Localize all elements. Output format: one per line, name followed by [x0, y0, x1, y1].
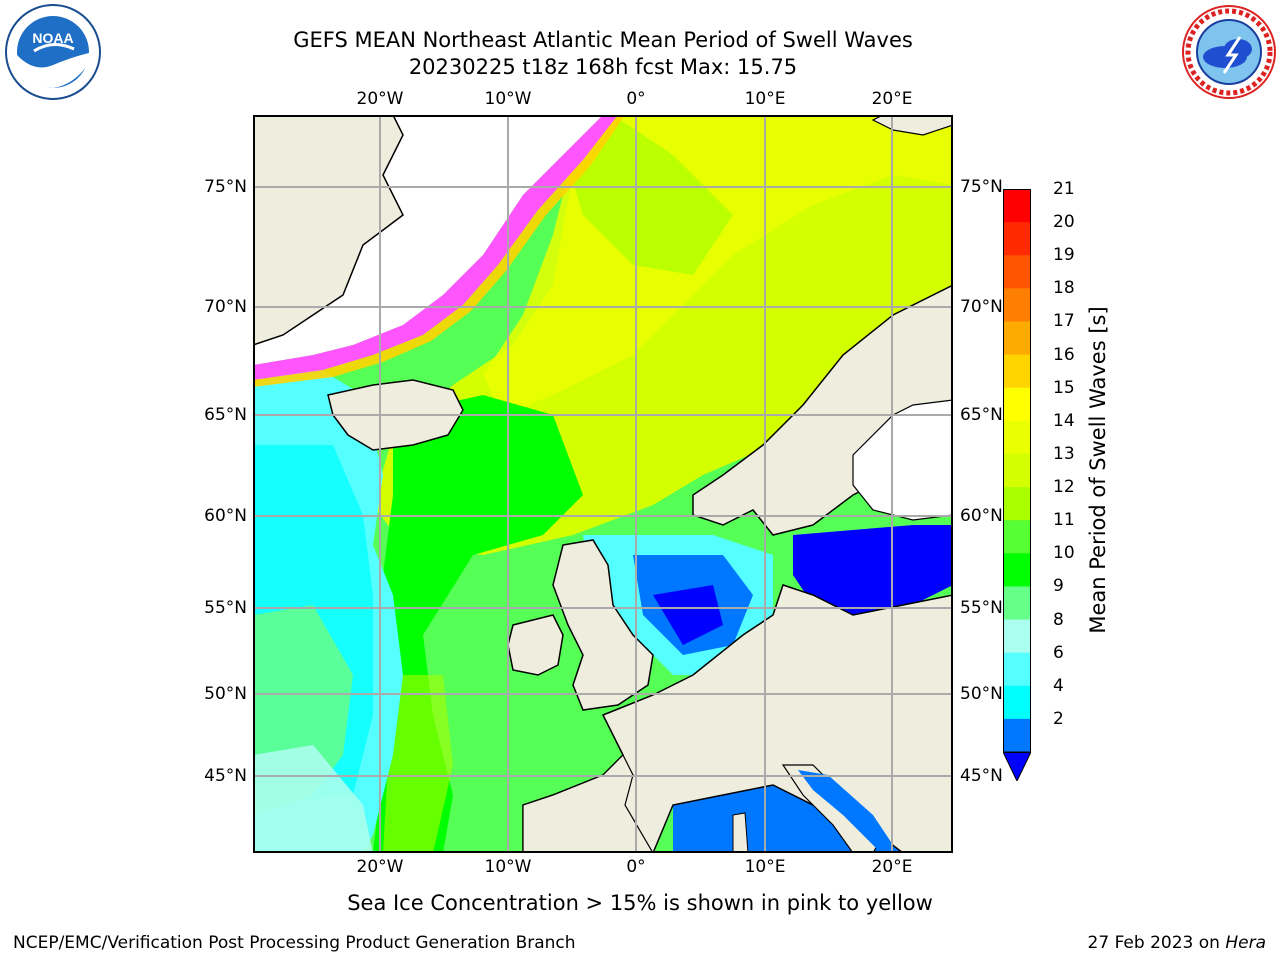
colorbar-tick-label: 14	[1053, 410, 1075, 431]
colorbar-tick-label: 11	[1053, 510, 1075, 531]
lon-label: 10°W	[484, 89, 532, 109]
colorbar-band	[1003, 387, 1031, 422]
colorbar-band	[1003, 619, 1031, 654]
lon-label-bottom: 0°	[626, 857, 646, 877]
colorbar-band	[1003, 222, 1031, 256]
colorbar-band	[1003, 255, 1031, 289]
colorbar-band	[1003, 354, 1031, 389]
lat-label-right: 55°N	[960, 598, 1003, 618]
colorbar-band	[1003, 487, 1031, 521]
colorbar-band	[1003, 553, 1031, 587]
swell-period-map	[253, 115, 953, 853]
lat-label: 50°N	[204, 684, 247, 704]
colorbar-band	[1003, 453, 1031, 488]
lat-label: 75°N	[204, 177, 247, 197]
sea-ice-edge	[253, 115, 618, 380]
lon-label: 0°	[626, 89, 646, 109]
colorbar-tick-label: 20	[1053, 212, 1075, 233]
gulf-of-bothnia	[852, 399, 953, 521]
ireland	[507, 614, 564, 676]
colorbar-label: Mean Period of Swell Waves [s]	[1086, 306, 1110, 634]
colorbar-tick-label: 8	[1053, 609, 1064, 630]
nws-logo	[1180, 3, 1278, 101]
lon-label-bottom: 10°W	[484, 857, 532, 877]
colorbar-tick-label: 10	[1053, 543, 1075, 564]
colorbar-tick-label: 4	[1053, 675, 1064, 696]
lat-label-right: 50°N	[960, 684, 1003, 704]
footer-credit: NCEP/EMC/Verification Post Processing Pr…	[13, 933, 576, 953]
colorbar-tick-label: 15	[1053, 377, 1075, 398]
colorbar-band	[1003, 586, 1031, 621]
colorbar-tick-label: 6	[1053, 642, 1064, 663]
colorbar-band	[1003, 189, 1031, 223]
colorbar	[1002, 189, 1032, 783]
lon-label-bottom: 10°E	[744, 857, 786, 877]
chart-subtitle: 20230225 t18z 168h fcst Max: 15.75	[408, 55, 798, 79]
footer-date: 27 Feb 2023 on Hera	[1087, 933, 1266, 953]
lat-label-right: 60°N	[960, 506, 1003, 526]
map-frame	[253, 115, 953, 853]
lon-label: 10°E	[744, 89, 786, 109]
chart-title: GEFS MEAN Northeast Atlantic Mean Period…	[293, 28, 913, 52]
lat-label-right: 65°N	[960, 405, 1003, 425]
lat-label-right: 75°N	[960, 177, 1003, 197]
colorbar-under-triangle	[1002, 751, 1032, 783]
colorbar-tick-label: 18	[1053, 278, 1075, 299]
lon-label: 20°E	[871, 89, 913, 109]
colorbar-band	[1003, 718, 1031, 753]
colorbar-band	[1003, 652, 1031, 687]
colorbar-tick-label: 12	[1053, 477, 1075, 498]
colorbar-tick-label: 17	[1053, 311, 1075, 332]
lon-label-bottom: 20°E	[871, 857, 913, 877]
lon-label: 20°W	[356, 89, 404, 109]
lat-label: 45°N	[204, 766, 247, 786]
noaa-logo: NOAA	[4, 3, 102, 101]
colorbar-band	[1003, 520, 1031, 554]
lat-label-right: 45°N	[960, 766, 1003, 786]
colorbar-tick-label: 21	[1053, 179, 1075, 199]
lat-label-right: 70°N	[960, 297, 1003, 317]
lon-label-bottom: 20°W	[356, 857, 404, 877]
colorbar-tick-label: 16	[1053, 344, 1075, 365]
colorbar-tick-label: 9	[1053, 576, 1064, 597]
colorbar-band	[1003, 321, 1031, 356]
baltic-sea	[793, 525, 953, 615]
colorbar-band	[1003, 685, 1031, 720]
colorbar-tick-label: 13	[1053, 443, 1075, 464]
lat-label: 65°N	[204, 405, 247, 425]
lat-label: 55°N	[204, 598, 247, 618]
greenland	[253, 115, 404, 346]
colorbar-tick-label: 2	[1053, 708, 1064, 729]
colorbar-tick-label: 19	[1053, 245, 1075, 266]
lat-label: 60°N	[204, 506, 247, 526]
svg-text:NOAA: NOAA	[32, 30, 73, 46]
colorbar-band	[1003, 420, 1031, 455]
adriatic-sea	[798, 770, 893, 850]
colorbar-band	[1003, 288, 1031, 322]
graticule	[253, 115, 953, 853]
lat-label: 70°N	[204, 297, 247, 317]
sea-ice-note: Sea Ice Concentration > 15% is shown in …	[347, 891, 933, 915]
